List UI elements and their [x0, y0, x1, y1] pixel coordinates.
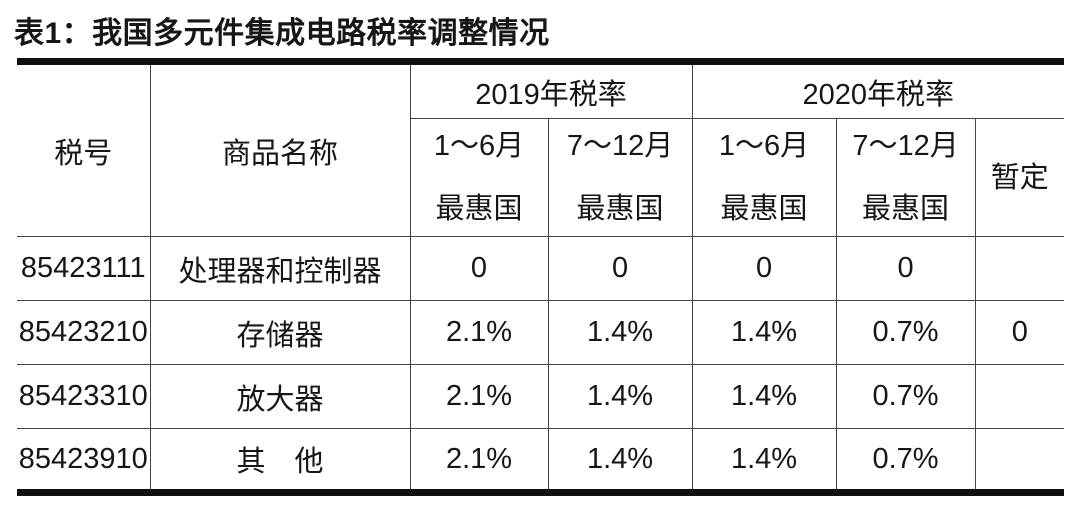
- header-2019-h2: 7～12月 最惠国: [547, 118, 693, 237]
- header-2020-h1: 1～6月 最惠国: [691, 118, 837, 237]
- cell-product-name: 其 他: [149, 428, 411, 493]
- cell-provisional: [974, 236, 1065, 301]
- cell-tax-no: 85423910: [17, 428, 151, 493]
- cell-2019-h2-rate: 1.4%: [547, 364, 693, 429]
- mfn-label: 最惠国: [576, 193, 664, 225]
- cell-2020-h2-rate: 0: [835, 236, 976, 301]
- period-label: 7～12月: [852, 130, 959, 162]
- cell-provisional: 0: [974, 300, 1065, 365]
- header-row-periods: 1～6月 最惠国 7～12月 最惠国 1～6月 最惠国 7～12月 最惠国 暂定: [17, 118, 1065, 237]
- page-title: 表1：我国多元件集成电路税率调整情况: [14, 17, 550, 50]
- cell-product-name: 存储器: [149, 300, 411, 365]
- mfn-label: 最惠国: [862, 193, 950, 225]
- cell-2020-h2-rate: 0.7%: [835, 300, 976, 365]
- cell-2019-h1-rate: 2.1%: [409, 364, 549, 429]
- table-row: 85423111 处理器和控制器 0 0 0 0: [17, 236, 1065, 301]
- period-label: 7～12月: [566, 130, 674, 162]
- table-row: 85423210 存储器 2.1% 1.4% 1.4% 0.7% 0: [17, 300, 1065, 365]
- cell-tax-no: 85423111: [17, 236, 151, 301]
- header-row-years: 税号 商品名称 2019年税率 2020年税率: [17, 61, 1065, 237]
- cell-2019-h2-rate: 1.4%: [547, 428, 693, 493]
- header-2019-group: 2019年税率: [409, 61, 693, 119]
- header-2020-group: 2020年税率: [691, 61, 1065, 119]
- tariff-table: 税号 商品名称 2019年税率 2020年税率 1～6月 最惠国 7～12月 最…: [17, 58, 1065, 496]
- cell-2020-h1-rate: 1.4%: [691, 300, 837, 365]
- header-2019-h1: 1～6月 最惠国: [410, 118, 549, 237]
- table-row: 85423310 放大器 2.1% 1.4% 1.4% 0.7%: [17, 364, 1065, 429]
- cell-2020-h1-rate: 1.4%: [691, 364, 837, 429]
- header-tax-no: 税号: [17, 61, 151, 237]
- cell-provisional: [974, 364, 1065, 429]
- header-2020-h2: 7～12月 最惠国: [835, 118, 976, 237]
- cell-2019-h1-rate: 2.1%: [409, 300, 549, 365]
- mfn-label: 最惠国: [435, 193, 523, 225]
- cell-2019-h2-rate: 0: [547, 236, 693, 301]
- cell-product-name: 放大器: [149, 364, 411, 429]
- cell-2019-h1-rate: 2.1%: [409, 428, 549, 493]
- cell-provisional: [974, 428, 1065, 493]
- cell-2019-h1-rate: 0: [409, 236, 549, 301]
- cell-2019-h2-rate: 1.4%: [547, 300, 693, 365]
- provisional-label: 暂定: [990, 161, 1049, 194]
- period-label: 1～6月: [718, 130, 810, 162]
- cell-2020-h1-rate: 0: [691, 236, 837, 301]
- cell-2020-h1-rate: 1.4%: [691, 428, 837, 493]
- cell-2020-h2-rate: 0.7%: [835, 364, 976, 429]
- cell-2020-h2-rate: 0.7%: [835, 428, 976, 493]
- cell-tax-no: 85423310: [17, 364, 151, 429]
- header-provisional: 暂定: [974, 118, 1065, 237]
- cell-tax-no: 85423210: [17, 300, 151, 365]
- mfn-label: 最惠国: [720, 193, 808, 225]
- table-row: 85423910 其 他 2.1% 1.4% 1.4% 0.7%: [17, 428, 1065, 493]
- header-product-name: 商品名称: [149, 61, 411, 237]
- period-label: 1～6月: [433, 130, 525, 162]
- cell-product-name: 处理器和控制器: [149, 236, 411, 301]
